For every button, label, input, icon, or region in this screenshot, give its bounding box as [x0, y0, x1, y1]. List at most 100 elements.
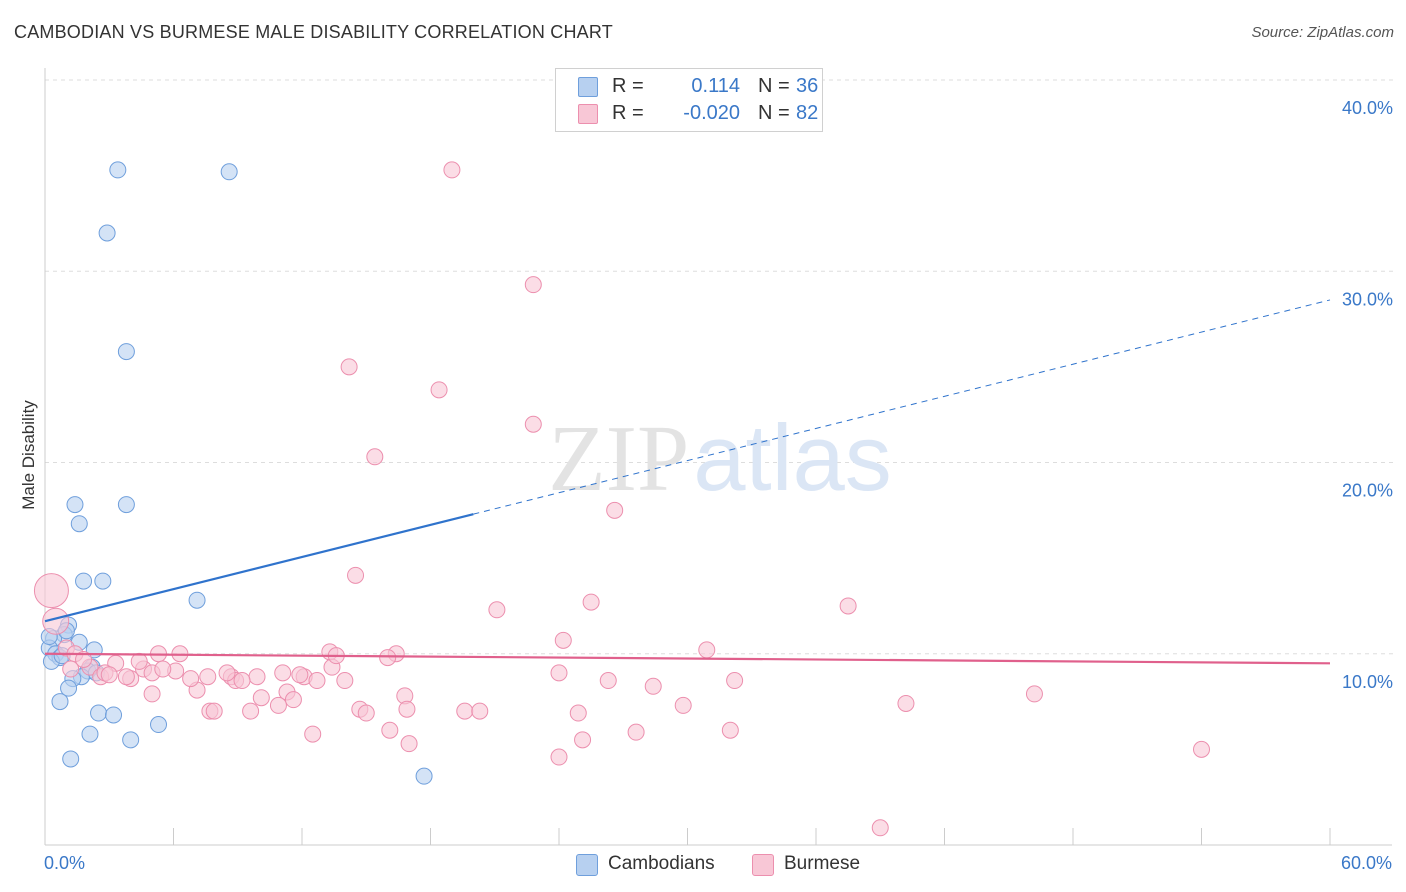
cambodian-point: [415, 767, 433, 785]
burmese-point: [242, 702, 260, 720]
burmese-point: [336, 672, 354, 690]
cambodians-trend-extension: [473, 299, 1331, 515]
cambodian-point: [188, 591, 206, 609]
burmese-point: [379, 649, 397, 667]
burmese-point: [606, 501, 624, 519]
burmese-point: [569, 704, 587, 722]
burmese-point: [340, 358, 358, 376]
burmese-point: [554, 631, 572, 649]
cambodians-trend-line: [44, 513, 474, 623]
n-label: N =: [758, 102, 790, 124]
burmese-point: [233, 672, 251, 690]
burmese-point: [366, 448, 384, 466]
burmese-point: [1193, 740, 1210, 758]
r-label: R =: [612, 102, 644, 124]
burmese-point: [488, 601, 506, 619]
x-tick-label: 60.0%: [1341, 853, 1392, 873]
y-tick-label: 40.0%: [1342, 98, 1393, 118]
burmese-point: [524, 415, 542, 433]
cambodian-point: [70, 515, 88, 533]
y-tick-label: 30.0%: [1342, 289, 1393, 309]
burmese-trend-line: [44, 652, 1331, 665]
cambodian-point: [122, 731, 140, 749]
x-tick-label: 0.0%: [44, 853, 85, 873]
burmese-point: [550, 748, 568, 766]
burmese-swatch: [578, 104, 598, 124]
cambodian-point: [62, 750, 80, 768]
cambodian-point: [105, 706, 123, 724]
grid-layer: [45, 79, 1395, 655]
cambodian-point: [66, 496, 84, 514]
burmese-point: [42, 607, 70, 635]
cambodian-point: [75, 572, 93, 590]
burmese-point: [430, 381, 448, 399]
cambodian-point: [94, 572, 112, 590]
n-label: N =: [758, 75, 790, 97]
burmese-swatch: [752, 854, 774, 876]
burmese-point: [471, 702, 489, 720]
watermark: ZIPatlas: [548, 405, 892, 511]
burmese-point: [199, 668, 217, 686]
cambodian-point: [90, 704, 108, 722]
burmese-point: [400, 735, 418, 753]
burmese-point: [182, 670, 200, 688]
burmese-point: [252, 689, 270, 707]
burmese-point: [398, 700, 416, 718]
cambodian-point: [60, 679, 78, 697]
points-layer: [33, 161, 1210, 837]
y-tick-label: 20.0%: [1342, 481, 1393, 501]
cambodians-swatch: [578, 77, 598, 97]
burmese-point: [154, 660, 172, 678]
burmese-point: [550, 664, 568, 682]
burmese-point: [839, 597, 857, 615]
burmese-point: [456, 702, 474, 720]
axes-layer: 10.0% 20.0% 30.0% 40.0% 0.0% 60.0%: [44, 68, 1393, 873]
burmese-point: [291, 666, 309, 684]
burmese-point: [100, 666, 118, 684]
burmese-point: [248, 668, 266, 686]
cambodians-swatch: [576, 854, 598, 876]
cambodian-point: [117, 496, 135, 514]
burmese-point: [627, 723, 645, 741]
burmese-point: [284, 691, 302, 709]
burmese-point: [75, 650, 93, 668]
burmese-point: [381, 721, 399, 739]
burmese-point: [1025, 685, 1043, 703]
cambodian-point: [150, 716, 168, 734]
y-tick-label: 10.0%: [1342, 672, 1393, 692]
burmese-point: [143, 685, 161, 703]
legend-label: Cambodians: [608, 853, 715, 874]
burmese-point: [274, 664, 292, 682]
chart-title: CAMBODIAN VS BURMESE MALE DISABILITY COR…: [14, 22, 613, 42]
burmese-point: [308, 672, 326, 690]
correlation-legend: R = 0.114 N = 36 R = -0.020 N = 82: [555, 68, 823, 132]
cambodian-point: [117, 343, 135, 361]
burmese-point: [698, 641, 716, 659]
burmese-point: [871, 819, 889, 837]
burmese-point: [582, 593, 600, 611]
y-axis-label: Male Disability: [19, 400, 38, 510]
burmese-point: [357, 704, 375, 722]
burmese-point: [674, 696, 692, 714]
burmese-point: [721, 721, 739, 739]
r-value: 0.114: [691, 75, 740, 97]
burmese-point: [574, 731, 592, 749]
burmese-point: [205, 702, 223, 720]
burmese-point: [62, 660, 80, 678]
r-value: -0.020: [683, 102, 740, 124]
burmese-point: [644, 677, 662, 695]
cambodian-point: [220, 163, 238, 181]
burmese-point: [726, 672, 744, 690]
cambodian-point: [51, 693, 69, 711]
series-legend: Cambodians Burmese: [0, 852, 1406, 878]
legend-label: Burmese: [784, 853, 861, 874]
n-value: 82: [796, 102, 819, 124]
r-label: R =: [612, 75, 644, 97]
cambodian-point: [98, 224, 116, 242]
burmese-point: [218, 664, 236, 682]
burmese-point: [599, 672, 617, 690]
burmese-point: [33, 573, 69, 609]
burmese-point: [130, 652, 148, 670]
cambodian-point: [81, 725, 99, 743]
burmese-point: [524, 276, 542, 294]
